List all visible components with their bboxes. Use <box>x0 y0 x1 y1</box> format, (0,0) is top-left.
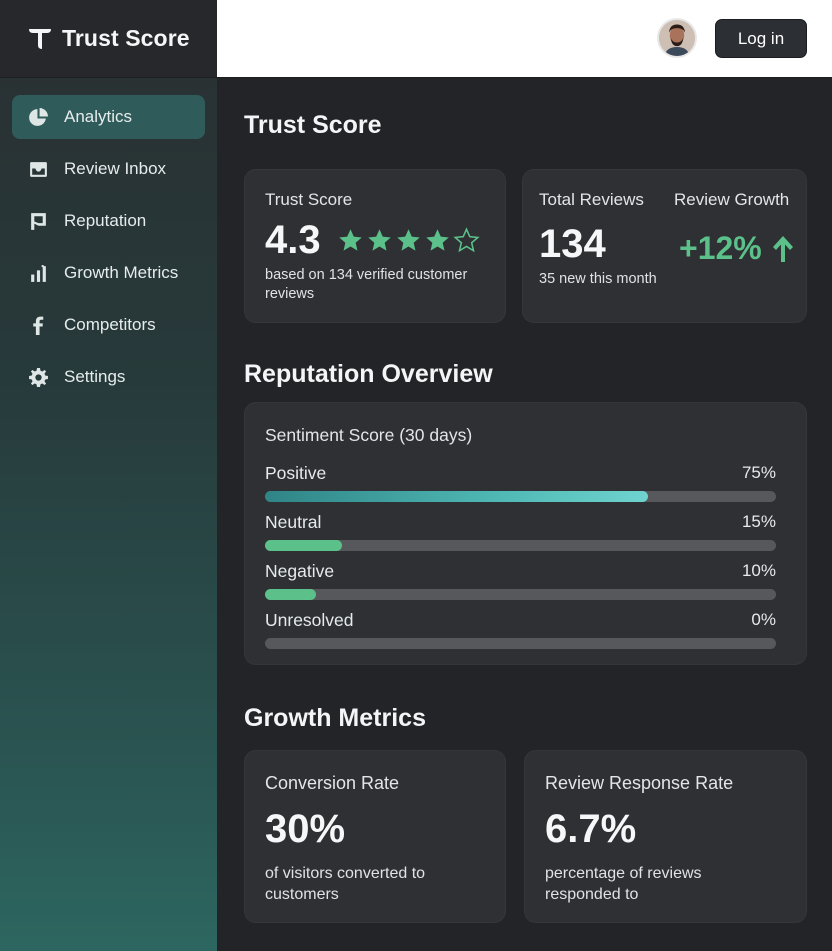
sidebar: Trust Score Analytics Review Inbox Reput… <box>0 0 217 951</box>
brand[interactable]: Trust Score <box>0 0 217 78</box>
sentiment-label: Negative <box>265 561 335 581</box>
sentiment-row-positive: Positive 75% <box>265 463 776 502</box>
user-avatar[interactable] <box>657 18 697 58</box>
sentiment-bar-track <box>265 540 776 551</box>
top-bar: Log in <box>217 0 832 78</box>
trust-score-value: 4.3 <box>265 218 321 262</box>
sidebar-item-competitors[interactable]: Competitors <box>12 303 205 347</box>
review-growth-value: +12% <box>679 230 796 267</box>
sidebar-item-analytics[interactable]: Analytics <box>12 95 205 139</box>
sentiment-row-negative: Negative 10% <box>265 561 776 600</box>
star-outline-icon <box>452 227 480 253</box>
trust-score-logo-icon <box>29 28 51 49</box>
pie-chart-icon <box>27 106 49 128</box>
star-filled-icon <box>338 229 362 251</box>
sentiment-label: Positive <box>265 463 327 483</box>
response-rate-value: 6.7% <box>545 807 637 851</box>
reviews-card: Total Reviews 134 35 new this month Revi… <box>522 169 807 323</box>
sentiment-row-neutral: Neutral 15% <box>265 512 776 551</box>
sentiment-bar-fill <box>265 491 649 502</box>
total-reviews-value: 134 <box>539 222 606 266</box>
sentiment-score-label: Sentiment Score (30 days) <box>265 425 473 445</box>
sentiment-percent: 75% <box>741 463 776 482</box>
gear-icon <box>27 366 49 388</box>
star-filled-icon <box>367 229 391 251</box>
inbox-icon <box>27 158 49 180</box>
sentiment-percent: 15% <box>741 512 776 531</box>
sidebar-item-label: Settings <box>64 367 126 386</box>
sentiment-card: Sentiment Score (30 days) Positive 75% Neu… <box>244 402 807 665</box>
conversion-rate-card: Conversion Rate 30% of visitors converte… <box>244 750 506 923</box>
conversion-rate-subtext: of visitors converted to customers <box>265 865 426 903</box>
sentiment-row-unresolved: Unresolved 0% <box>265 610 776 649</box>
response-rate-card: Review Response Rate 6.7% percentage of … <box>524 750 807 923</box>
response-rate-subtext: percentage of reviews responded to <box>545 865 702 903</box>
sentiment-bar-track <box>265 638 776 649</box>
sidebar-nav: Analytics Review Inbox Reputation Growth… <box>0 78 217 399</box>
sidebar-item-label: Reputation <box>64 211 147 230</box>
star-filled-icon <box>425 229 449 251</box>
conversion-rate-label: Conversion Rate <box>265 773 400 793</box>
sentiment-label: Neutral <box>265 512 322 532</box>
sidebar-item-label: Competitors <box>64 315 156 334</box>
star-filled-icon <box>396 229 420 251</box>
sidebar-item-reputation[interactable]: Reputation <box>12 199 205 243</box>
review-growth-label: Review Growth <box>674 190 790 209</box>
sentiment-bar-fill <box>265 589 317 600</box>
growth-metrics-title: Growth Metrics <box>244 704 426 732</box>
flag-icon <box>27 210 49 232</box>
sidebar-item-review-inbox[interactable]: Review Inbox <box>12 147 205 191</box>
sentiment-bar-fill <box>265 540 342 551</box>
facebook-icon <box>27 314 49 336</box>
app-name: Trust Score <box>62 25 190 51</box>
sidebar-item-label: Growth Metrics <box>64 263 179 282</box>
arrow-up-icon <box>772 235 793 262</box>
bar-chart-icon <box>27 262 49 284</box>
login-button[interactable]: Log in <box>715 19 807 58</box>
conversion-rate-value: 30% <box>265 807 346 851</box>
sentiment-bar-track <box>265 589 776 600</box>
review-growth-text: +12% <box>679 230 762 266</box>
star-rating <box>337 227 482 254</box>
sentiment-percent: 10% <box>741 561 776 580</box>
total-reviews-label: Total Reviews <box>539 190 644 209</box>
sentiment-bar-track <box>265 491 776 502</box>
sentiment-percent: 0% <box>751 610 776 629</box>
sidebar-item-settings[interactable]: Settings <box>12 355 205 399</box>
trust-score-subtext: based on 134 verified customer reviews <box>265 267 468 302</box>
sentiment-label: Unresolved <box>265 610 354 630</box>
avatar-icon <box>659 20 695 56</box>
reputation-overview-title: Reputation Overview <box>244 360 493 388</box>
main-content: Trust Score Trust Score 4.3 based on 134… <box>217 78 832 951</box>
sidebar-item-label: Analytics <box>64 107 133 126</box>
total-reviews-subtext: 35 new this month <box>539 271 657 287</box>
sidebar-item-growth-metrics[interactable]: Growth Metrics <box>12 251 205 295</box>
response-rate-label: Review Response Rate <box>545 773 734 793</box>
sidebar-item-label: Review Inbox <box>64 159 167 178</box>
page-title: Trust Score <box>244 111 382 139</box>
trust-score-card: Trust Score 4.3 based on 134 verified cu… <box>244 169 506 323</box>
trust-score-label: Trust Score <box>265 190 353 209</box>
